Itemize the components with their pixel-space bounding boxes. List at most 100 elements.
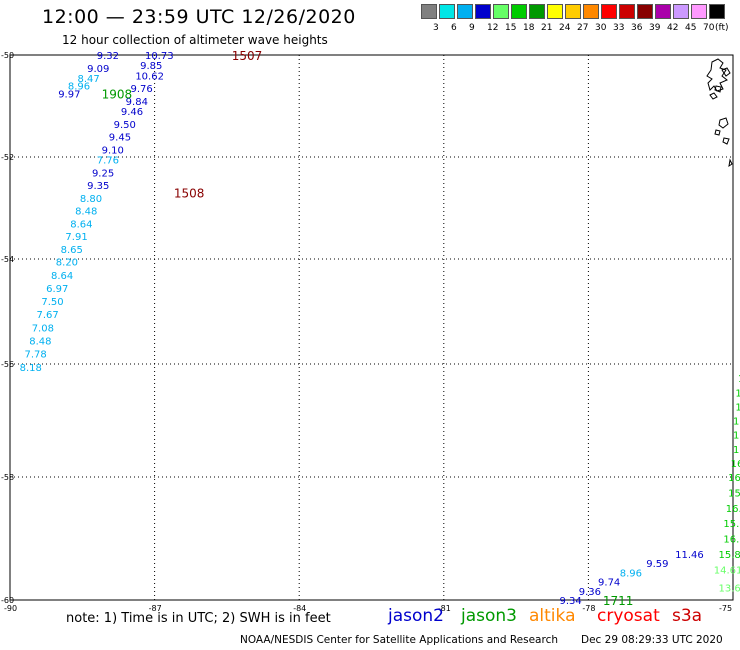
wave-height-label: 8.65 xyxy=(61,245,83,256)
lat-tick-label: -58 xyxy=(1,473,14,482)
wave-height-label: 8.48 xyxy=(75,207,97,218)
wave-height-label: 8.20 xyxy=(56,258,78,269)
satellite-legend-cryosat: cryosat xyxy=(597,606,660,626)
wave-height-label: 9.85 xyxy=(140,61,162,72)
generated-timestamp: Dec 29 08:29:33 UTC 2020 xyxy=(581,634,723,646)
color-scale-label: 21 xyxy=(541,23,553,33)
color-scale-label: 9 xyxy=(469,23,475,33)
wave-height-label: 9.46 xyxy=(121,107,143,118)
wave-height-label: 7.76 xyxy=(97,156,119,167)
color-scale-swatch xyxy=(709,4,725,19)
wave-height-label: 16. xyxy=(733,431,740,442)
wave-height-label: 9.25 xyxy=(92,168,114,179)
color-scale-swatch xyxy=(637,4,653,19)
wave-height-label: 10.62 xyxy=(135,71,164,82)
lat-tick-label: -52 xyxy=(1,153,14,162)
color-scale-label: 33 xyxy=(613,23,625,33)
wave-height-label: 15.82 xyxy=(719,550,740,561)
wave-height-label: 9.50 xyxy=(114,120,136,131)
color-scale-label: 3 xyxy=(433,23,439,33)
wave-height-label: 9.59 xyxy=(646,559,668,570)
wave-height-label: 7.08 xyxy=(32,323,54,334)
wave-height-label: 16.51 xyxy=(723,535,740,546)
wave-height-label: 9.35 xyxy=(87,181,109,192)
wave-height-label: 8.18 xyxy=(20,363,42,374)
wave-height-label: 9.36 xyxy=(579,587,601,598)
lon-tick-label: -75 xyxy=(719,604,732,613)
color-scale-swatch xyxy=(493,4,509,19)
color-scale-swatch xyxy=(511,4,527,19)
wave-height-label: 16.9 xyxy=(728,473,740,484)
wave-height-label: 7.91 xyxy=(65,232,87,243)
color-scale-swatch xyxy=(673,4,689,19)
color-scale-label: 70 xyxy=(703,23,715,33)
color-scale-swatch xyxy=(547,4,563,19)
wave-height-label: 9.84 xyxy=(126,97,148,108)
color-scale-label: 30 xyxy=(595,23,607,33)
color-scale-label: 45 xyxy=(685,23,697,33)
wave-height-label: 8.96 xyxy=(68,82,90,93)
lon-tick-label: -90 xyxy=(4,604,17,613)
color-scale-label: 24 xyxy=(559,23,571,33)
wave-height-label: 8.80 xyxy=(80,194,102,205)
wave-height-label: 9.32 xyxy=(97,51,119,62)
wave-height-label: 16. xyxy=(733,445,740,456)
track-cryosat: 10.739.8510.629.769.849.469.509.459.107.… xyxy=(20,49,263,374)
pass-time-label: 1711 xyxy=(603,594,634,608)
wave-height-label: 9.10 xyxy=(102,145,124,156)
color-scale-label: 39 xyxy=(649,23,661,33)
color-scale-label: 42 xyxy=(667,23,679,33)
lat-tick-label: -50 xyxy=(1,51,14,60)
lat-tick-label: -54 xyxy=(1,255,14,264)
wave-height-label: 7.78 xyxy=(24,350,46,361)
altimeter-tracks: 10.739.8510.629.769.849.469.509.459.107.… xyxy=(20,49,740,608)
footnote: note: 1) Time is in UTC; 2) SWH is in fe… xyxy=(66,611,331,626)
wave-height-label: 16.82 xyxy=(726,504,740,515)
lon-tick-label: -81 xyxy=(438,604,451,613)
map-title: 12:00 — 23:59 UTC 12/26/2020 xyxy=(42,6,356,28)
color-scale-swatch xyxy=(655,4,671,19)
wave-height-label: 9.76 xyxy=(131,84,153,95)
color-scale-swatch xyxy=(421,4,437,19)
lat-lon-grid xyxy=(10,55,733,600)
wave-height-label: 1 xyxy=(738,374,740,385)
pass-time-label: 1508 xyxy=(174,187,205,201)
color-scale-label: 12 xyxy=(487,23,499,33)
wave-height-label: 13.60 xyxy=(719,584,740,595)
wave-height-label: 14.61 xyxy=(714,565,740,576)
color-scale-swatch xyxy=(565,4,581,19)
wave-height-label: 15.80 xyxy=(728,488,740,499)
color-scale-label: 36 xyxy=(631,23,643,33)
wave-height-label: 8.48 xyxy=(29,336,51,347)
wave-height-label: 9.45 xyxy=(109,133,131,144)
track-jason3: 9.32 9.098.478.969.97 1908 xyxy=(58,51,132,101)
pass-time-label: 1908 xyxy=(102,87,133,101)
lat-tick-label: -60 xyxy=(1,596,14,605)
color-scale-swatch xyxy=(601,4,617,19)
wave-height-label: 9.74 xyxy=(598,578,620,589)
color-scale-label: 18 xyxy=(523,23,535,33)
wave-height-label: 16 xyxy=(735,402,740,413)
credit-line: NOAA/NESDIS Center for Satellite Applica… xyxy=(240,634,558,646)
wave-height-label: 15.68 xyxy=(723,519,740,530)
color-scale-label: 15 xyxy=(505,23,517,33)
color-scale-swatch xyxy=(619,4,635,19)
track-jason3: 9.349.369.748.96 9.59 11.46 13.60 14.61 15.82… xyxy=(559,374,740,608)
map-subtitle: 12 hour collection of altimeter wave hei… xyxy=(62,33,328,47)
color-scale-swatch xyxy=(439,4,455,19)
wave-height-label: 6.97 xyxy=(46,284,68,295)
wave-height-label: 8.64 xyxy=(51,271,73,282)
axis-tick-labels: -50 -52 -54 -56 -58 -60-90 -87 -84 -81 -78 -75 xyxy=(1,51,732,613)
wave-height-label: 10.73 xyxy=(145,51,174,62)
satellite-legend-s3a: s3a xyxy=(672,606,703,626)
wave-height-label: 7.50 xyxy=(41,297,63,308)
wave-height-label: 8.64 xyxy=(70,219,92,230)
color-scale-swatch xyxy=(475,4,491,19)
color-scale-label: 27 xyxy=(577,23,589,33)
wave-height-label: 16.5 xyxy=(731,459,740,470)
wave-height-label: 9.09 xyxy=(87,64,109,75)
lon-tick-label: -78 xyxy=(582,604,595,613)
color-scale-swatch xyxy=(691,4,707,19)
map-frame xyxy=(9,54,734,601)
